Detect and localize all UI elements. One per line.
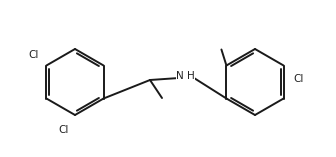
Text: H: H [187,71,195,81]
Text: N: N [176,71,184,81]
Text: Cl: Cl [28,51,38,60]
Text: Cl: Cl [294,73,304,84]
Text: Cl: Cl [58,125,69,135]
